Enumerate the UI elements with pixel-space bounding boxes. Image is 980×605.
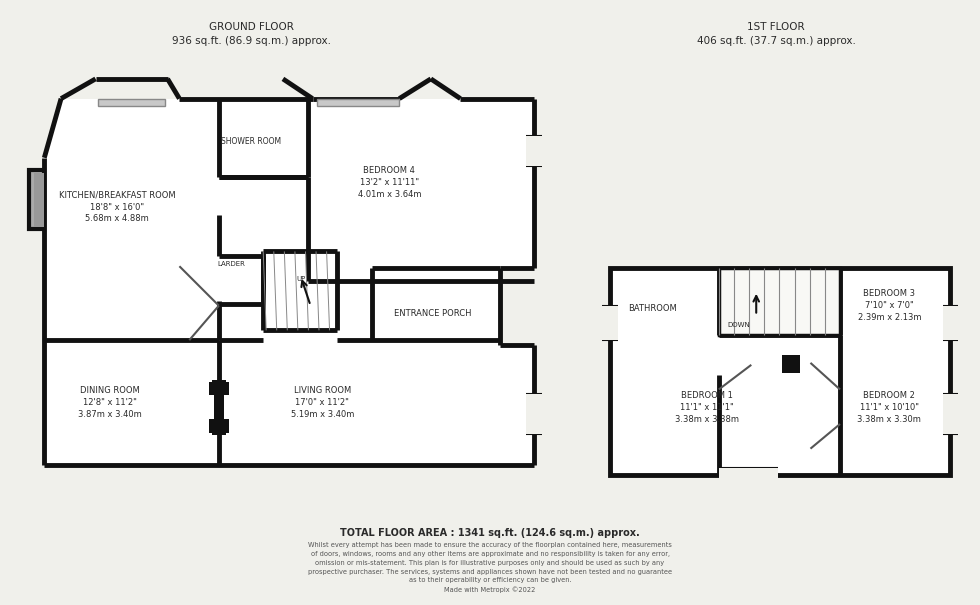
- Text: UP: UP: [296, 276, 306, 282]
- Text: 1ST FLOOR
406 sq.ft. (37.7 sq.m.) approx.: 1ST FLOOR 406 sq.ft. (37.7 sq.m.) approx…: [697, 22, 856, 47]
- Polygon shape: [44, 99, 534, 465]
- Text: BEDROOM 1
11'1" x 11'1"
3.38m x 3.38m: BEDROOM 1 11'1" x 11'1" 3.38m x 3.38m: [675, 391, 739, 423]
- Text: DINING ROOM
12'8" x 11'2"
3.87m x 3.40m: DINING ROOM 12'8" x 11'2" 3.87m x 3.40m: [78, 386, 142, 419]
- Bar: [28, 169, 44, 229]
- Bar: [526, 136, 542, 166]
- Bar: [209, 382, 228, 396]
- Text: GROUND FLOOR
936 sq.ft. (86.9 sq.m.) approx.: GROUND FLOOR 936 sq.ft. (86.9 sq.m.) app…: [172, 22, 331, 47]
- Bar: [214, 391, 223, 423]
- Text: Whilst every attempt has been made to ensure the accuracy of the floorplan conta: Whilst every attempt has been made to en…: [308, 542, 672, 593]
- Bar: [34, 172, 44, 227]
- Bar: [526, 394, 542, 434]
- Text: SHOWER ROOM: SHOWER ROOM: [221, 137, 281, 146]
- Polygon shape: [98, 99, 165, 106]
- Bar: [215, 396, 222, 419]
- Polygon shape: [318, 99, 399, 106]
- Text: TOTAL FLOOR AREA : 1341 sq.ft. (124.6 sq.m.) approx.: TOTAL FLOOR AREA : 1341 sq.ft. (124.6 sq…: [340, 528, 640, 537]
- Text: BEDROOM 3
7'10" x 7'0"
2.39m x 2.13m: BEDROOM 3 7'10" x 7'0" 2.39m x 2.13m: [858, 289, 921, 322]
- Bar: [212, 423, 225, 435]
- Bar: [718, 268, 840, 335]
- Bar: [209, 419, 228, 433]
- Text: BEDROOM 2
11'1" x 10'10"
3.38m x 3.30m: BEDROOM 2 11'1" x 10'10" 3.38m x 3.30m: [858, 391, 921, 423]
- Text: ENTRANCE PORCH: ENTRANCE PORCH: [394, 309, 471, 318]
- Text: BEDROOM 4
13'2" x 11'11"
4.01m x 3.64m: BEDROOM 4 13'2" x 11'11" 4.01m x 3.64m: [358, 166, 421, 198]
- Bar: [943, 306, 958, 340]
- Text: DOWN: DOWN: [727, 322, 750, 329]
- Bar: [34, 172, 44, 227]
- Text: BATHROOM: BATHROOM: [628, 304, 677, 313]
- Bar: [603, 306, 618, 340]
- Bar: [212, 379, 225, 391]
- Bar: [943, 394, 958, 434]
- Bar: [718, 468, 778, 483]
- Text: KITCHEN/BREAKFAST ROOM
18'8" x 16'0"
5.68m x 4.88m: KITCHEN/BREAKFAST ROOM 18'8" x 16'0" 5.6…: [59, 191, 175, 223]
- Text: LARDER: LARDER: [218, 261, 246, 267]
- Text: LIVING ROOM
17'0" x 11'2"
5.19m x 3.40m: LIVING ROOM 17'0" x 11'2" 5.19m x 3.40m: [291, 386, 354, 419]
- Bar: [782, 355, 800, 373]
- Bar: [611, 268, 951, 476]
